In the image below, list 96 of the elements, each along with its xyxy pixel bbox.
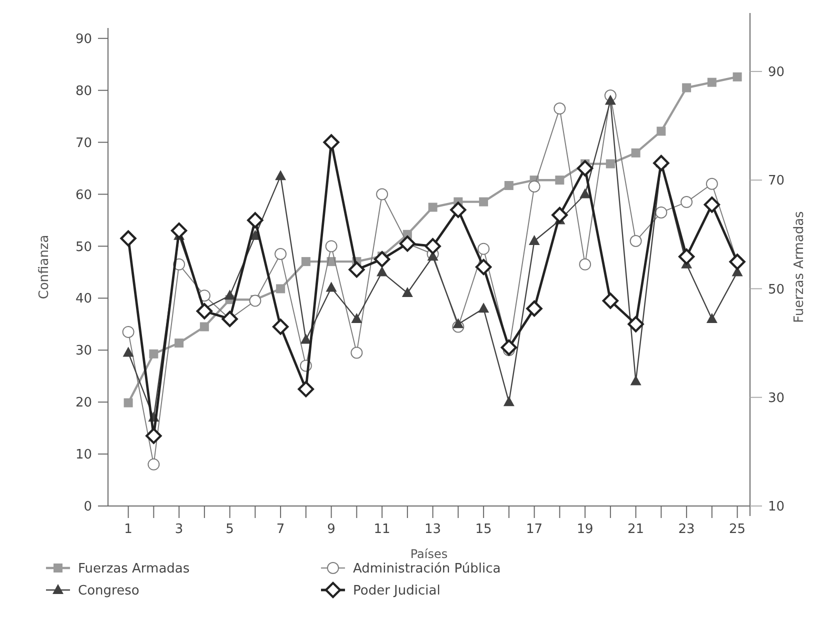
- point: [526, 300, 542, 317]
- point: [631, 148, 640, 158]
- point: [224, 290, 236, 300]
- legend-label: Administración Pública: [353, 562, 501, 577]
- point: [680, 196, 693, 208]
- point: [146, 428, 162, 444]
- y2-tick-label: 10: [768, 500, 785, 515]
- point: [630, 375, 642, 386]
- point: [249, 294, 262, 307]
- y2-tick-label: 90: [768, 65, 785, 80]
- y2-tick-label: 50: [768, 282, 785, 298]
- point: [732, 72, 742, 82]
- point: [348, 262, 365, 278]
- point: [326, 282, 337, 292]
- point: [276, 284, 286, 294]
- point: [428, 202, 438, 212]
- point: [374, 251, 390, 268]
- point: [630, 235, 642, 248]
- point: [376, 266, 388, 276]
- point: [606, 159, 615, 168]
- point: [479, 197, 488, 206]
- x-tick-label: 5: [226, 522, 234, 537]
- legend-label: Fuerzas Armadas: [78, 562, 190, 577]
- point: [706, 312, 718, 323]
- point: [222, 310, 238, 328]
- point: [149, 349, 158, 358]
- y-tick-label: 10: [75, 448, 92, 463]
- point: [555, 176, 564, 185]
- point: [628, 316, 644, 332]
- x-tick-label: 1: [124, 522, 132, 537]
- x-tick-label: 25: [729, 522, 746, 537]
- x-tick-label: 23: [678, 522, 695, 537]
- point: [528, 180, 540, 192]
- point: [300, 334, 312, 344]
- point: [174, 338, 184, 348]
- y-tick-label: 20: [75, 396, 92, 411]
- point: [200, 322, 209, 332]
- y2-tick-label: 30: [768, 390, 785, 406]
- point: [351, 312, 362, 323]
- point: [424, 238, 441, 254]
- y-tick-label: 60: [75, 188, 92, 203]
- x-axis-title: Países: [410, 547, 448, 561]
- x-tick-label: 21: [628, 522, 644, 537]
- point: [475, 258, 492, 276]
- point: [196, 303, 213, 320]
- point: [682, 83, 692, 92]
- point: [504, 181, 514, 190]
- point: [552, 206, 568, 224]
- x-tick-label: 19: [576, 522, 594, 537]
- point: [707, 78, 716, 87]
- legend-label: Congreso: [78, 584, 140, 599]
- y-tick-label: 90: [75, 32, 92, 47]
- x-tick-label: 15: [475, 522, 492, 537]
- point: [576, 160, 594, 176]
- point: [298, 381, 314, 398]
- point: [678, 248, 695, 265]
- x-tick-label: 11: [374, 522, 390, 537]
- point: [399, 236, 416, 252]
- point: [301, 257, 310, 266]
- point: [604, 94, 616, 105]
- point: [170, 222, 188, 239]
- y-tick-label: 40: [75, 292, 92, 307]
- point: [120, 230, 136, 247]
- x-tick-label: 3: [174, 522, 184, 537]
- point: [478, 302, 490, 313]
- point: [450, 202, 466, 218]
- x-tick-label: 9: [327, 522, 336, 537]
- point: [602, 292, 619, 309]
- y-tick-label: 50: [75, 240, 92, 255]
- point: [656, 126, 666, 136]
- y2-axis-title: Fuerzas Armadas: [792, 210, 807, 323]
- y-tick-label: 30: [75, 344, 92, 359]
- y-axis-title: Confianza: [37, 234, 52, 300]
- x-tick-label: 13: [424, 522, 442, 537]
- y-tick-label: 80: [75, 84, 92, 99]
- point: [275, 170, 286, 180]
- point: [272, 318, 289, 335]
- point: [124, 398, 133, 408]
- point: [653, 154, 670, 172]
- point: [402, 286, 413, 297]
- point: [528, 235, 540, 246]
- point: [323, 134, 340, 150]
- y-tick-label: 0: [84, 500, 92, 515]
- point: [704, 196, 720, 213]
- point: [247, 212, 264, 228]
- x-tick-label: 7: [276, 522, 285, 537]
- y2-tick-label: 70: [768, 174, 785, 189]
- point: [500, 339, 518, 356]
- point: [122, 346, 134, 357]
- x-tick-label: 17: [526, 522, 543, 537]
- y-tick-label: 70: [75, 136, 92, 151]
- point: [452, 318, 464, 328]
- legend-label: Poder Judicial: [353, 584, 440, 599]
- point: [580, 188, 591, 198]
- point: [706, 178, 718, 190]
- point: [503, 396, 514, 406]
